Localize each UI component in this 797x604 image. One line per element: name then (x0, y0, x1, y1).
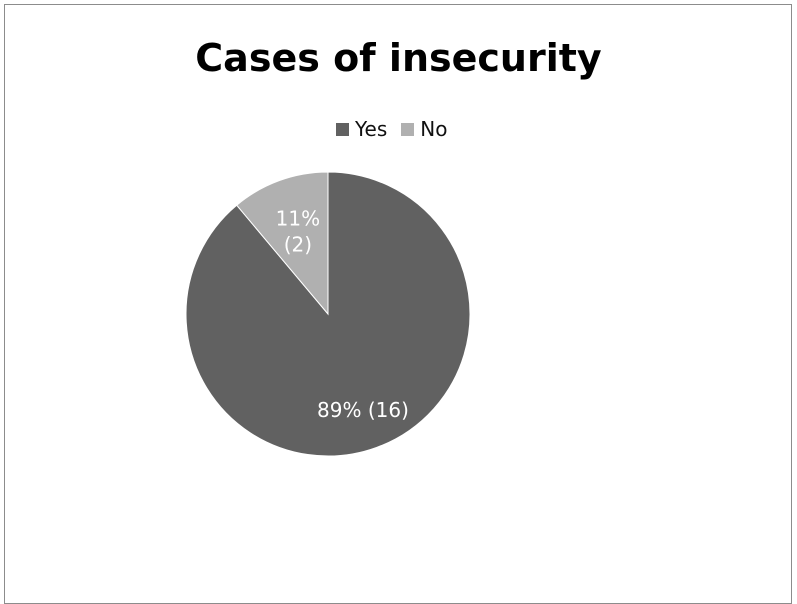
pie-slice-no (236, 171, 329, 316)
data-label-no: 11% (2) (276, 206, 320, 256)
legend: Yes No (336, 116, 462, 142)
legend-swatch-no (401, 122, 415, 136)
legend-item-yes: Yes (336, 117, 387, 141)
legend-label-yes: Yes (355, 117, 388, 141)
legend-label-no: No (420, 117, 448, 141)
data-label-yes: 89% (16) (317, 398, 409, 422)
chart-title: Cases of insecurity (195, 36, 602, 80)
legend-item-no: No (401, 117, 448, 141)
legend-swatch-yes (336, 122, 349, 136)
